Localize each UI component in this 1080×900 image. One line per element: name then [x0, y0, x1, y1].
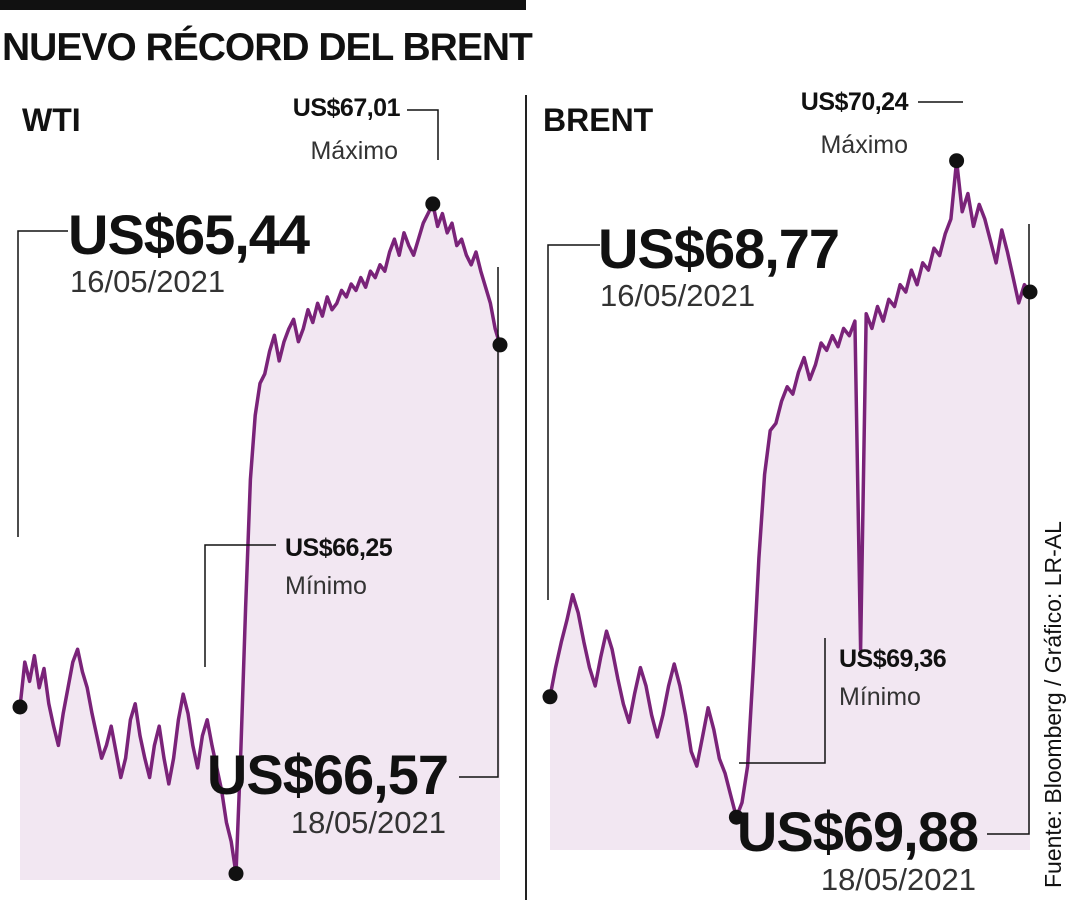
brent-min-leader [739, 638, 826, 764]
brent-open-leader [547, 244, 600, 600]
brent-min-marker [728, 809, 744, 825]
wti-open-value: US$65,44 [68, 203, 310, 266]
wti-close-leader [459, 267, 499, 778]
top-rule [0, 0, 526, 10]
brent-open-value: US$68,77 [598, 217, 839, 280]
wti-series-line [18, 202, 502, 876]
brent-close-value: US$69,88 [737, 800, 978, 863]
brent-close-date: 18/05/2021 [821, 862, 976, 897]
brent-series-line [548, 158, 1032, 819]
wti-open-marker [12, 699, 28, 715]
wti-area [20, 203, 500, 880]
wti-max-marker [425, 196, 441, 212]
brent-max-value: US$70,24 [801, 88, 909, 116]
wti-min-label: Mínimo [285, 572, 367, 600]
wti-panel-label: WTI [22, 102, 81, 138]
brent-close-leader [987, 224, 1030, 835]
wti-max-label: Máximo [310, 137, 398, 165]
wti-open-leader [17, 230, 68, 537]
wti-min-value: US$66,25 [285, 534, 393, 562]
wti-close-marker [492, 337, 508, 353]
wti-open-date: 16/05/2021 [70, 264, 225, 299]
wti-min-leader [204, 544, 276, 667]
brent-open-marker [542, 689, 558, 705]
brent-min-value: US$69,36 [839, 645, 946, 673]
wti-chart: WTI US$65,44 16/05/2021 US$67,01 Máximo … [12, 94, 508, 882]
brent-area [550, 160, 1030, 850]
panel-divider [525, 95, 527, 900]
brent-max-marker [949, 153, 965, 169]
wti-min-marker [228, 866, 244, 882]
page-title: NUEVO RÉCORD DEL BRENT [2, 26, 533, 69]
brent-max-label: Máximo [820, 131, 908, 159]
brent-panel-label: BRENT [543, 102, 654, 138]
brent-open-date: 16/05/2021 [600, 278, 755, 313]
wti-max-leader [407, 109, 439, 160]
brent-min-label: Mínimo [839, 683, 921, 711]
wti-max-value: US$67,01 [293, 94, 401, 122]
wti-close-date: 18/05/2021 [291, 805, 446, 840]
brent-close-marker [1022, 284, 1038, 300]
wti-close-value: US$66,57 [207, 743, 448, 806]
